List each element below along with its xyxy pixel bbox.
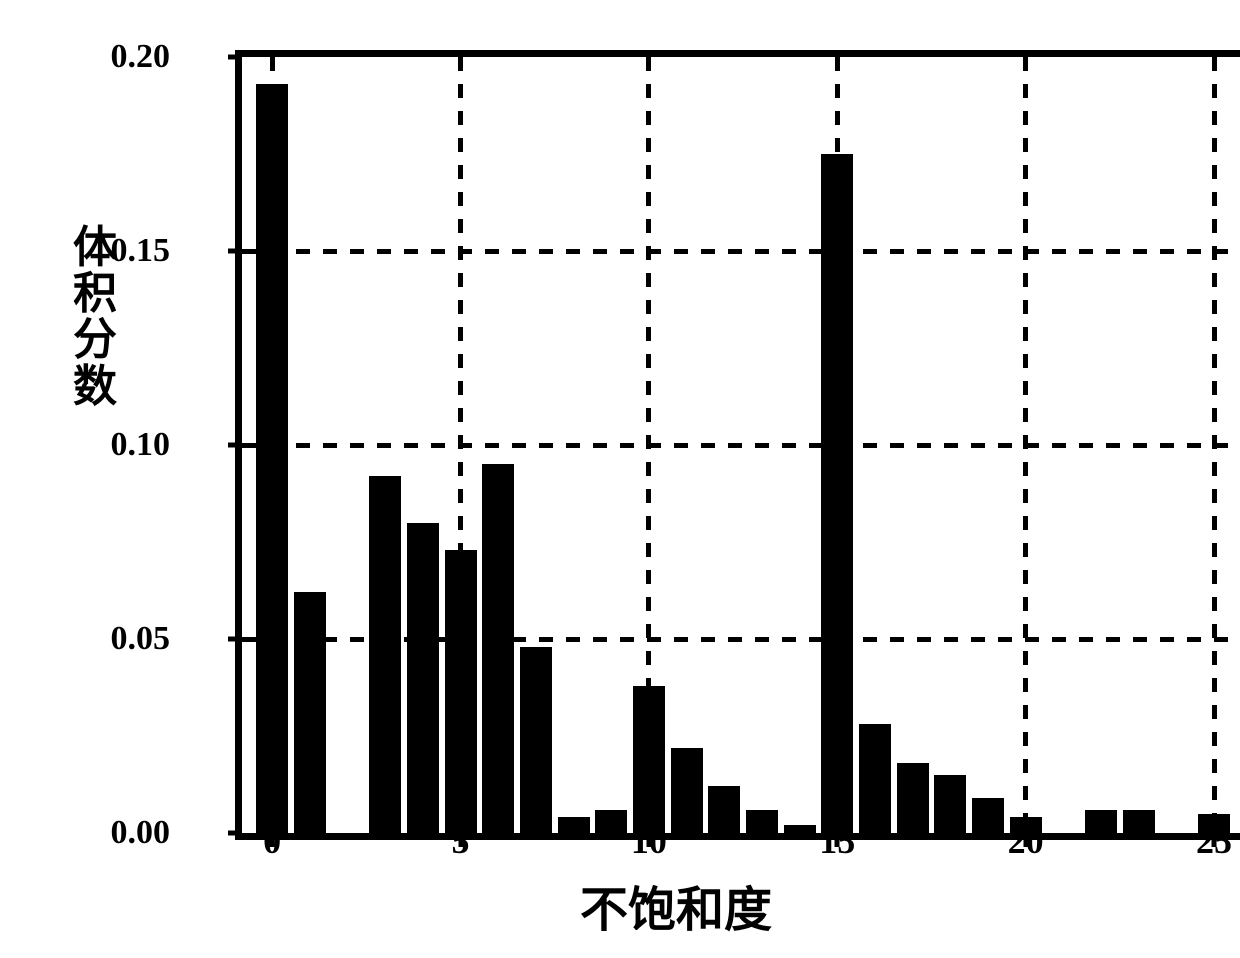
chart-container: 体 积 分 数 0.000.050.100.150.20 0510152025 … <box>60 20 1220 940</box>
histogram-bar <box>445 550 477 833</box>
histogram-bar <box>294 592 326 833</box>
x-tick-label: 0 <box>263 820 281 862</box>
histogram-bar <box>595 810 627 833</box>
y-tick-label: 0.15 <box>111 232 171 270</box>
chart-frame <box>235 50 1240 840</box>
histogram-bar <box>859 724 891 833</box>
histogram-bar <box>1085 810 1117 833</box>
histogram-bar <box>972 798 1004 833</box>
histogram-bar <box>256 84 288 833</box>
y-axis-label-char: 数 <box>70 364 120 410</box>
y-tick-label: 0.05 <box>111 620 171 658</box>
histogram-bar <box>633 686 665 833</box>
y-axis-label-char: 积 <box>70 271 120 317</box>
y-tick-label: 0.00 <box>111 814 171 852</box>
y-tick-label: 0.10 <box>111 426 171 464</box>
x-tick-label: 5 <box>452 820 470 862</box>
x-axis-label: 不饱和度 <box>580 870 772 940</box>
histogram-bar <box>369 476 401 833</box>
histogram-bar <box>558 817 590 833</box>
y-axis-label-char: 分 <box>70 317 120 363</box>
x-tick-label: 20 <box>1008 820 1044 862</box>
histogram-bar <box>897 763 929 833</box>
histogram-bar <box>784 825 816 833</box>
histogram-bar <box>821 154 853 833</box>
histogram-bar <box>520 647 552 833</box>
histogram-bar <box>708 786 740 833</box>
x-tick-label: 10 <box>631 820 667 862</box>
histogram-bar <box>1123 810 1155 833</box>
x-tick-label: 25 <box>1196 820 1232 862</box>
histogram-bar <box>482 464 514 833</box>
histogram-bar <box>671 748 703 833</box>
histogram-bar <box>934 775 966 833</box>
histogram-bar <box>407 523 439 833</box>
x-tick-label: 15 <box>819 820 855 862</box>
y-tick-label: 0.20 <box>111 38 171 76</box>
plot-area <box>242 57 1240 833</box>
histogram-bar <box>746 810 778 833</box>
